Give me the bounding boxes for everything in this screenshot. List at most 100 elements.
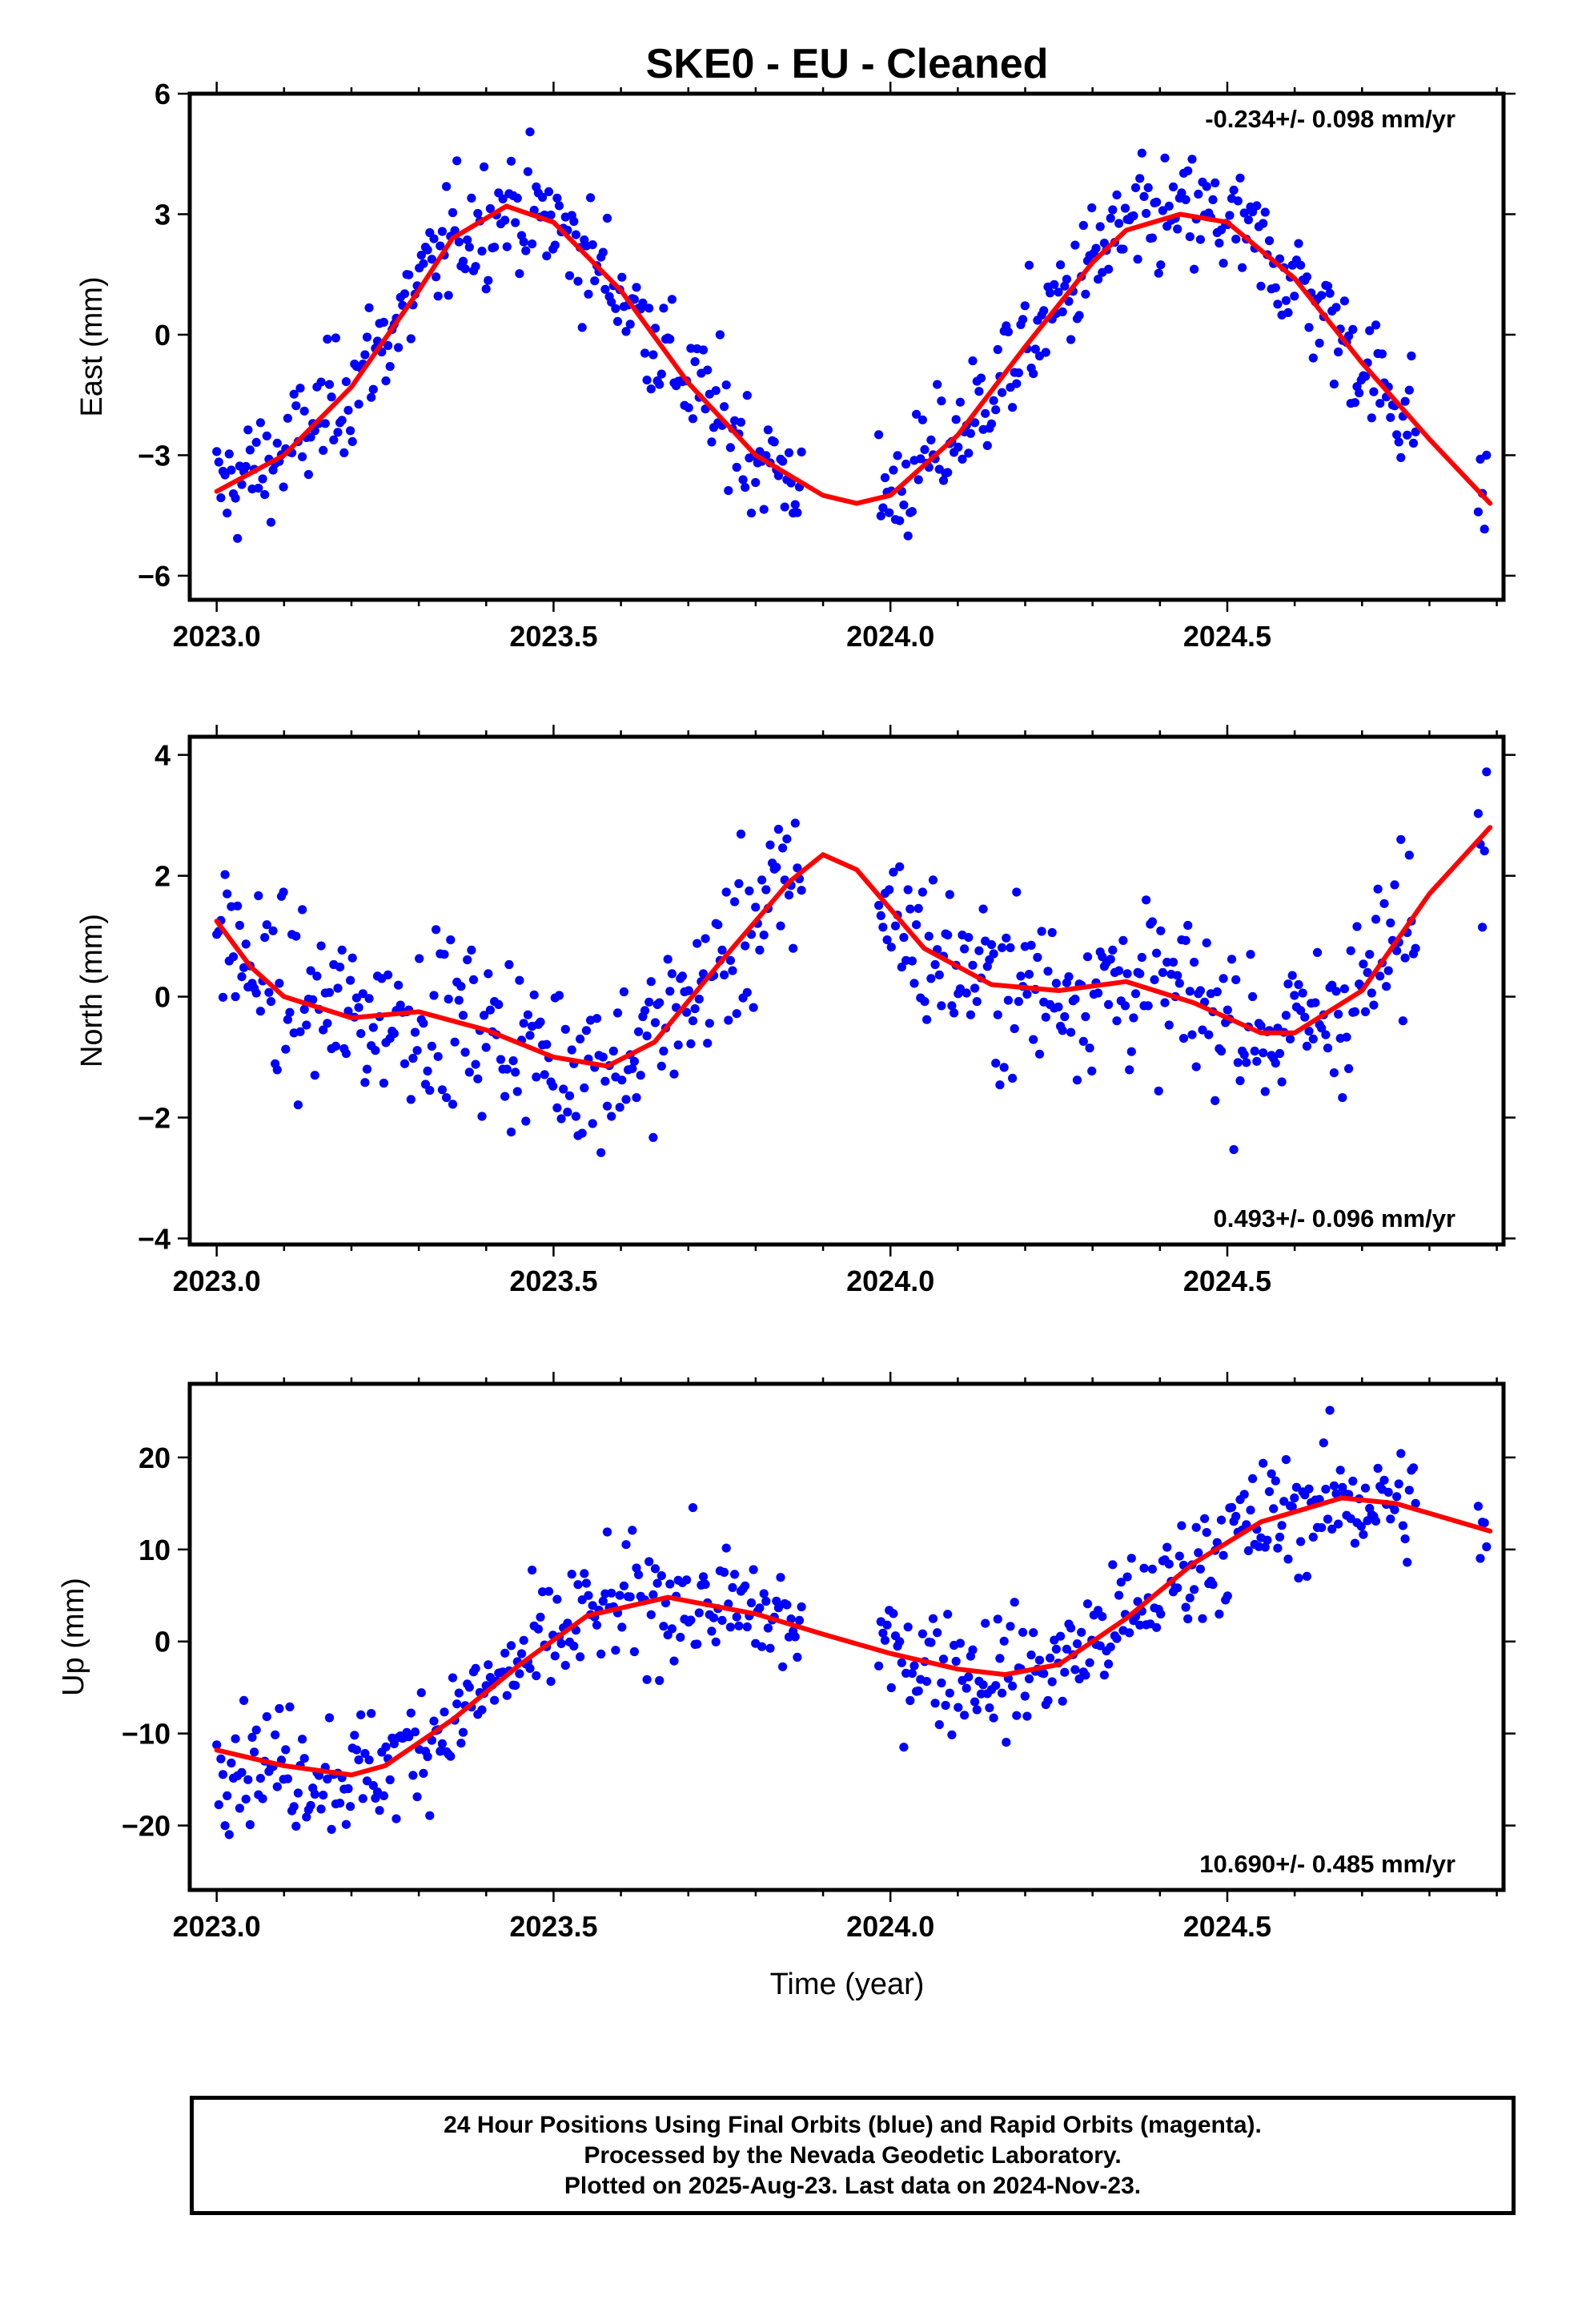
east-data-point bbox=[554, 201, 564, 211]
up-data-point bbox=[1112, 1634, 1122, 1643]
up-data-point bbox=[1085, 1658, 1094, 1667]
east-data-point bbox=[1394, 437, 1403, 447]
east-data-point bbox=[1208, 195, 1218, 204]
east-data-point bbox=[1256, 281, 1266, 291]
east-data-point bbox=[1152, 197, 1162, 207]
up-data-point bbox=[281, 1745, 291, 1755]
up-data-point bbox=[1104, 1659, 1114, 1669]
north-data-point bbox=[360, 1078, 370, 1088]
east-data-point bbox=[400, 289, 410, 299]
north-data-point bbox=[293, 1100, 303, 1110]
north-data-point bbox=[937, 1001, 946, 1011]
up-data-point bbox=[1273, 1543, 1283, 1553]
up-data-point bbox=[1077, 1627, 1086, 1637]
east-data-point bbox=[1039, 306, 1049, 316]
east-data-point bbox=[1215, 239, 1224, 248]
up-data-point bbox=[1260, 1542, 1270, 1552]
east-data-point bbox=[1375, 399, 1385, 408]
up-data-point bbox=[367, 1709, 376, 1719]
north-data-point bbox=[1162, 957, 1172, 967]
up-data-point bbox=[351, 1745, 361, 1755]
north-data-point bbox=[655, 998, 665, 1007]
up-data-point bbox=[1227, 1502, 1237, 1512]
east-data-point bbox=[515, 269, 524, 279]
east-data-point bbox=[1008, 403, 1018, 412]
north-data-point bbox=[686, 1039, 696, 1048]
east-data-point bbox=[667, 295, 677, 304]
east-data-point bbox=[968, 356, 978, 366]
east-data-point bbox=[419, 259, 428, 268]
up-data-point bbox=[720, 1567, 729, 1577]
north-data-point bbox=[596, 1148, 606, 1157]
east-data-point bbox=[498, 194, 508, 203]
east-data-point bbox=[1143, 183, 1153, 192]
up-data-point bbox=[1482, 1542, 1492, 1552]
up-data-point bbox=[741, 1581, 750, 1590]
north-data-point bbox=[1286, 1034, 1295, 1043]
up-data-point bbox=[1162, 1542, 1172, 1552]
north-data-point bbox=[717, 945, 727, 955]
up-data-point bbox=[889, 1609, 898, 1618]
up-data-point bbox=[1139, 1563, 1149, 1573]
north-y-tick-label: −4 bbox=[138, 1222, 171, 1255]
north-data-point bbox=[684, 986, 693, 995]
east-data-point bbox=[725, 443, 736, 452]
east-data-point bbox=[617, 272, 627, 282]
north-data-point bbox=[1158, 967, 1167, 977]
east-data-point bbox=[1183, 166, 1193, 175]
north-data-point bbox=[1239, 1050, 1249, 1059]
up-data-point bbox=[1360, 1483, 1371, 1493]
north-data-point bbox=[308, 995, 318, 1004]
east-data-point bbox=[1331, 303, 1341, 312]
north-data-point bbox=[878, 923, 888, 932]
up-data-point bbox=[319, 1791, 328, 1800]
north-data-point bbox=[1398, 1016, 1407, 1026]
east-points bbox=[212, 127, 1492, 543]
up-data-point bbox=[1029, 1628, 1038, 1638]
up-data-point bbox=[412, 1792, 422, 1802]
north-data-point bbox=[1058, 1026, 1067, 1035]
up-data-point bbox=[262, 1712, 271, 1722]
east-data-point bbox=[625, 320, 635, 329]
north-data-point bbox=[347, 953, 357, 963]
north-y-axis: −4 −2 0 2 4 bbox=[138, 739, 1516, 1255]
east-data-point bbox=[254, 484, 263, 493]
east-data-point bbox=[1120, 203, 1130, 213]
north-data-point bbox=[1034, 1049, 1045, 1059]
up-data-point bbox=[1279, 1497, 1289, 1506]
north-data-point bbox=[1104, 999, 1114, 1009]
north-data-point bbox=[629, 1056, 640, 1066]
north-data-point bbox=[1125, 1065, 1134, 1075]
north-data-point bbox=[1012, 887, 1022, 897]
up-data-point bbox=[245, 1819, 255, 1830]
north-x-tick-label: 2023.0 bbox=[173, 1265, 261, 1297]
up-data-point bbox=[1173, 1583, 1182, 1593]
north-data-point bbox=[1219, 974, 1228, 983]
east-data-point bbox=[893, 451, 902, 460]
north-data-point bbox=[926, 974, 936, 983]
up-data-point bbox=[1271, 1476, 1280, 1486]
east-data-point bbox=[913, 475, 923, 485]
north-data-point bbox=[1287, 971, 1297, 980]
north-fit-curve bbox=[214, 825, 1493, 1069]
east-data-point bbox=[291, 401, 301, 411]
east-data-point bbox=[1094, 275, 1103, 284]
east-data-point bbox=[569, 216, 579, 227]
up-data-point bbox=[1334, 1519, 1343, 1529]
north-data-point bbox=[371, 1046, 380, 1055]
up-data-point bbox=[1302, 1571, 1311, 1581]
up-data-point bbox=[214, 1800, 223, 1810]
up-data-point bbox=[1400, 1534, 1410, 1544]
up-data-point bbox=[1051, 1644, 1061, 1654]
up-data-point bbox=[346, 1802, 355, 1811]
north-data-point bbox=[260, 933, 270, 943]
north-data-point bbox=[1026, 940, 1036, 950]
up-data-point bbox=[790, 1632, 800, 1642]
east-data-point bbox=[1252, 201, 1262, 211]
east-data-point bbox=[759, 505, 769, 514]
north-data-point bbox=[1195, 986, 1205, 995]
up-data-point bbox=[223, 1791, 232, 1800]
east-data-point bbox=[715, 330, 725, 340]
north-data-point bbox=[903, 885, 913, 895]
up-data-point bbox=[943, 1610, 953, 1619]
